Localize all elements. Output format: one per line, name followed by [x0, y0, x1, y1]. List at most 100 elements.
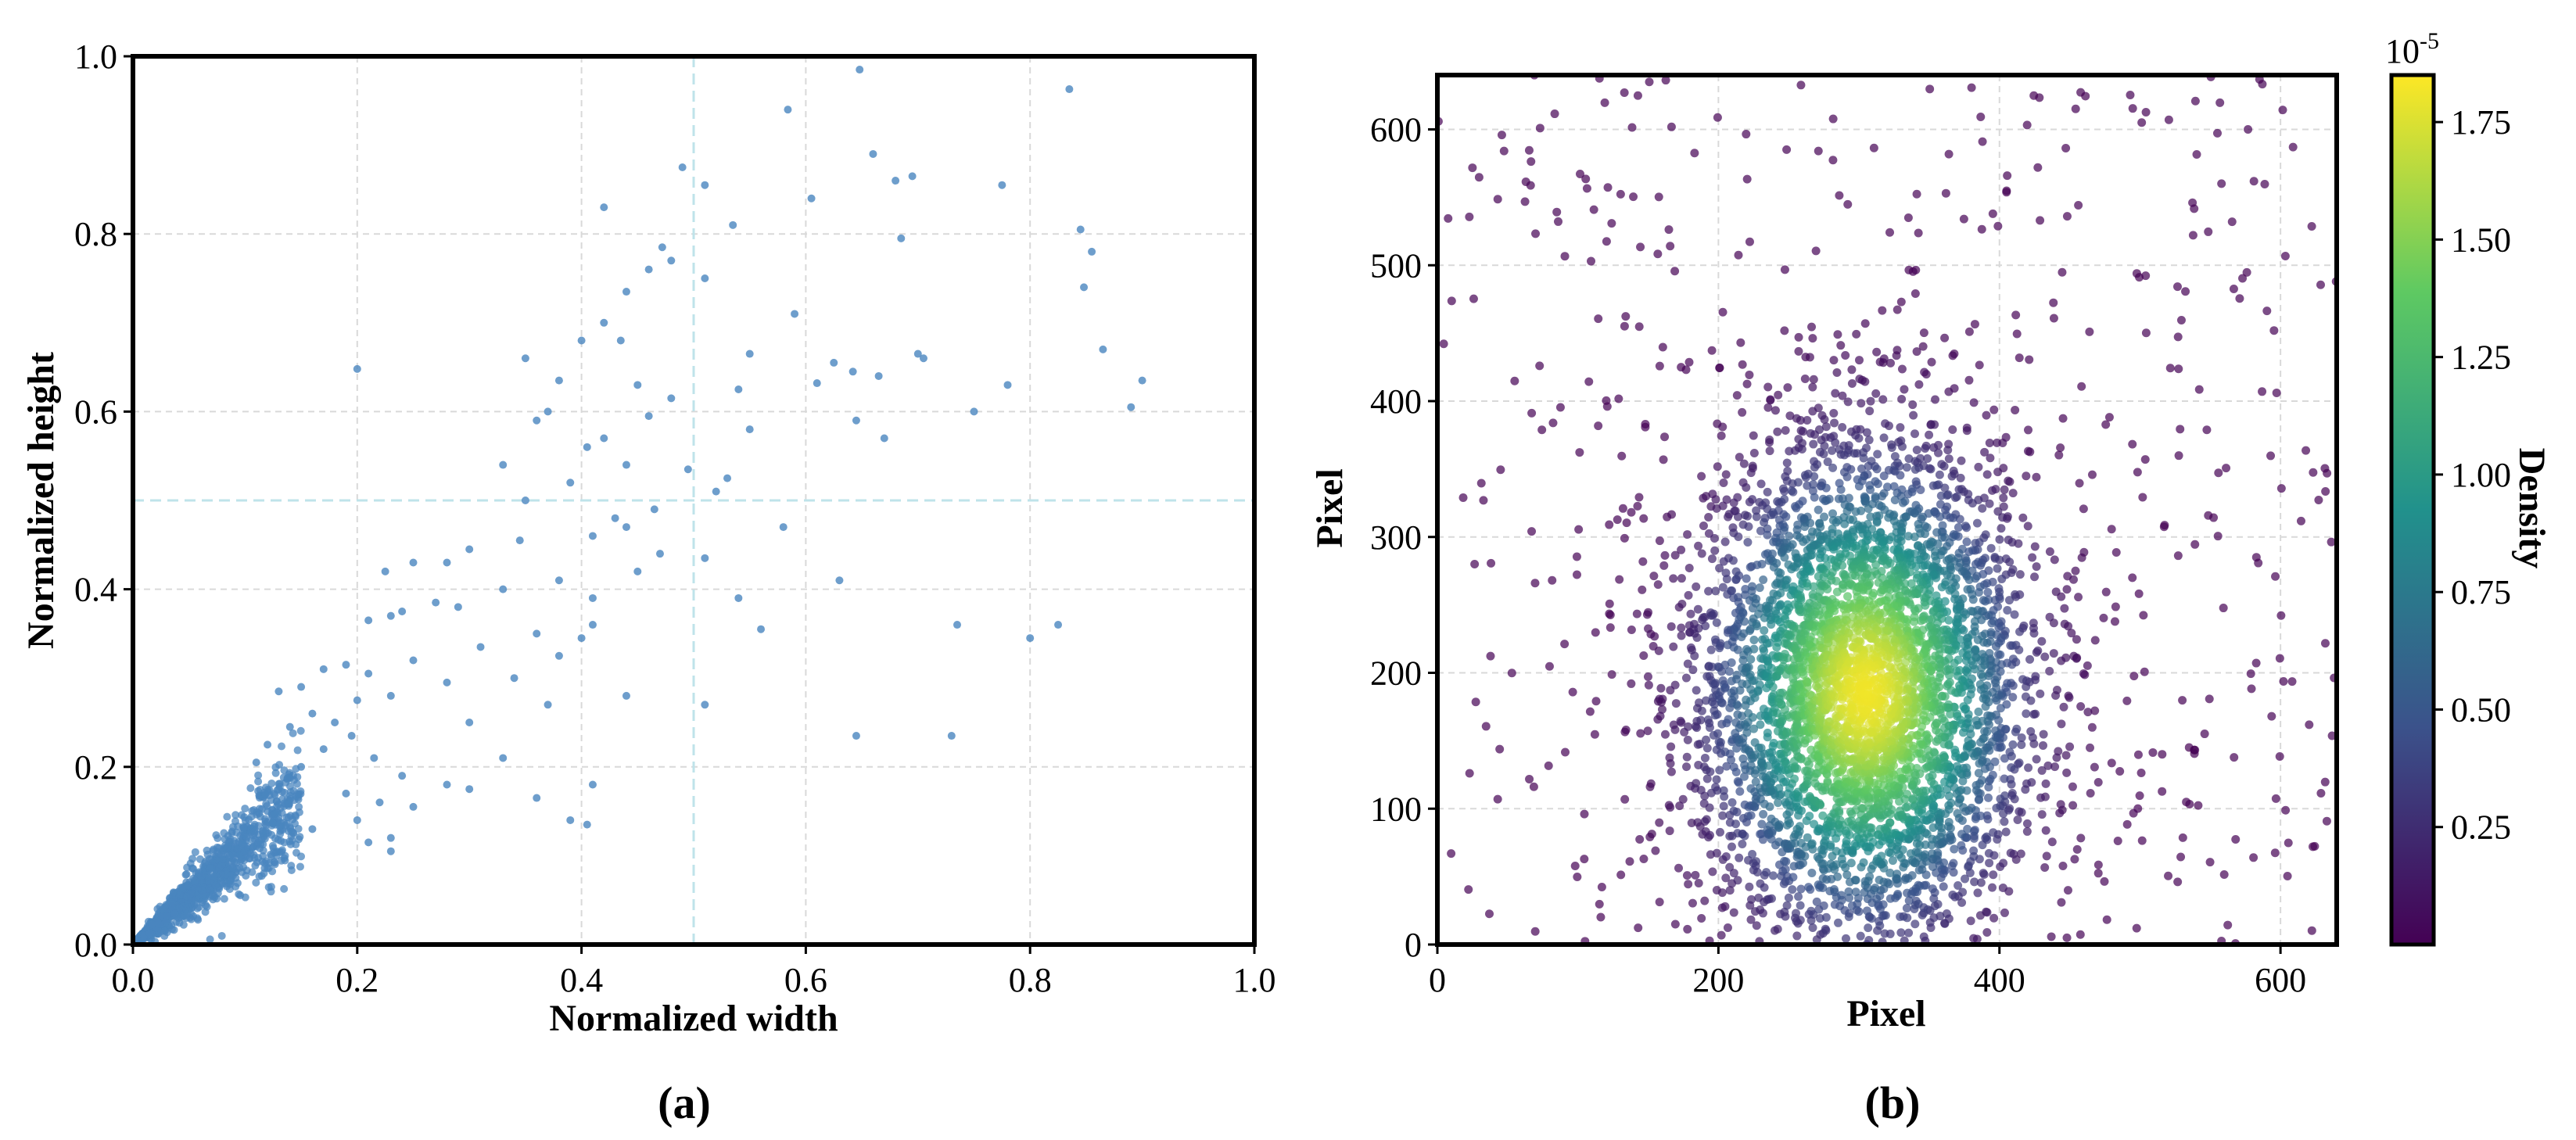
- panel-b-point: [2016, 849, 2025, 859]
- panel-a-point: [622, 691, 630, 700]
- panel-b-point: [1487, 558, 1496, 568]
- panel-b-point: [1587, 256, 1596, 266]
- panel-b-point: [1969, 934, 1979, 943]
- panel-b-point: [2062, 768, 2072, 777]
- panel-b-point: [1742, 574, 1751, 583]
- panel-b-point: [1458, 493, 1468, 502]
- panel-a-point: [622, 461, 630, 469]
- panel-b-point: [1866, 512, 1875, 522]
- panel-b-point: [1735, 686, 1745, 695]
- panel-b-point: [1692, 686, 1701, 695]
- panel-b-point: [1940, 597, 1950, 606]
- panel-b-point: [1580, 809, 1589, 819]
- panel-b-point: [1493, 195, 1502, 204]
- panel-b-point: [1810, 493, 1819, 502]
- panel-b-point: [1990, 595, 2000, 604]
- panel-a-point: [225, 851, 234, 860]
- panel-b-point: [1958, 776, 1968, 786]
- panel-b-point: [1530, 579, 1540, 588]
- panel-a-point: [246, 784, 255, 793]
- panel-b-point: [1864, 436, 1874, 445]
- panel-b-point: [1682, 752, 1692, 762]
- panel-b-point: [1957, 830, 1967, 839]
- panel-b-point: [2041, 779, 2050, 788]
- panel-b-point: [1729, 869, 1738, 878]
- panel-b-point: [2215, 98, 2225, 107]
- panel-a-point: [297, 683, 306, 691]
- panel-a-point: [148, 920, 156, 929]
- panel-b-point: [2083, 661, 2092, 670]
- panel-a-point: [271, 763, 280, 772]
- panel-b-point: [2037, 810, 2047, 819]
- panel-b-point: [1931, 395, 1940, 404]
- panel-b-point: [2101, 587, 2111, 597]
- panel-b-point: [1782, 901, 1792, 910]
- panel-b-point: [1782, 727, 1792, 737]
- panel-b-point: [1620, 533, 1629, 543]
- panel-b-point: [2182, 798, 2191, 807]
- panel-b-point: [1809, 439, 1818, 449]
- panel-b-point: [2275, 654, 2284, 663]
- panel-a-point: [454, 603, 462, 611]
- panel-b-point: [1860, 377, 1870, 386]
- panel-b-point: [2194, 385, 2204, 394]
- panel-a-point: [236, 891, 245, 900]
- panel-a-point: [386, 833, 395, 842]
- panel-b-point: [1719, 801, 1728, 811]
- panel-b-point: [1745, 625, 1755, 634]
- panel-a-point: [308, 709, 317, 718]
- panel-b-point: [2071, 104, 2080, 113]
- panel-b-point: [1495, 744, 1505, 754]
- panel-a-point: [701, 181, 709, 189]
- panel-a-point: [181, 904, 190, 912]
- panel-b-point: [1694, 541, 1703, 550]
- panel-b-point: [1985, 499, 1994, 508]
- panel-b-point: [1481, 722, 1491, 731]
- panel-b-point: [1953, 808, 1962, 818]
- panel-b-point: [1633, 91, 1642, 100]
- panel-a-point: [308, 825, 317, 833]
- panel-b-point: [1743, 537, 1753, 547]
- panel-b-point: [1739, 459, 1749, 468]
- panel-b-point: [2113, 836, 2122, 845]
- panel-a-point: [260, 834, 269, 843]
- panel-b-point: [1535, 124, 1545, 133]
- panel-b-point: [1633, 501, 1642, 511]
- panel-a-point: [249, 806, 258, 815]
- panel-b-point: [1816, 881, 1825, 891]
- panel-b-point: [2128, 104, 2137, 113]
- panel-b-point: [1527, 527, 1537, 536]
- panel-a-point: [443, 780, 451, 789]
- panel-a-point: [197, 872, 206, 880]
- panel-a-point: [970, 407, 978, 416]
- panel-a-point: [353, 816, 361, 824]
- panel-b-point: [1921, 764, 1930, 773]
- panel-b-point: [1974, 462, 1983, 471]
- panel-a-point: [297, 852, 306, 861]
- panel-b-point: [1613, 515, 1622, 525]
- panel-b-point: [1678, 794, 1688, 804]
- panel-b-point: [2188, 231, 2197, 240]
- panel-b-point: [2062, 933, 2072, 942]
- panel-b-point: [1634, 923, 1643, 933]
- panel-b-point: [1738, 655, 1748, 665]
- panel-b-point: [1622, 518, 1631, 528]
- panel-b-point: [1829, 356, 1839, 365]
- panel-b-point: [1594, 314, 1603, 324]
- panel-b-point: [1912, 189, 1921, 199]
- panel-b-point: [1845, 893, 1854, 902]
- panel-b-point: [1794, 346, 1803, 356]
- panel-a-point: [880, 434, 888, 443]
- panel-b-point: [2061, 144, 2071, 153]
- panel-b-point: [1872, 464, 1882, 474]
- panel-b-point: [2074, 201, 2083, 210]
- panel-a-point: [294, 824, 303, 833]
- panel-b-point: [1748, 712, 1757, 722]
- panel-b-point: [1735, 453, 1744, 462]
- panel-b-point: [2296, 516, 2305, 525]
- panel-b-point: [2122, 696, 2132, 705]
- panel-a-point: [476, 643, 485, 651]
- panel-b-point: [1641, 422, 1650, 432]
- panel-a-point: [409, 656, 418, 665]
